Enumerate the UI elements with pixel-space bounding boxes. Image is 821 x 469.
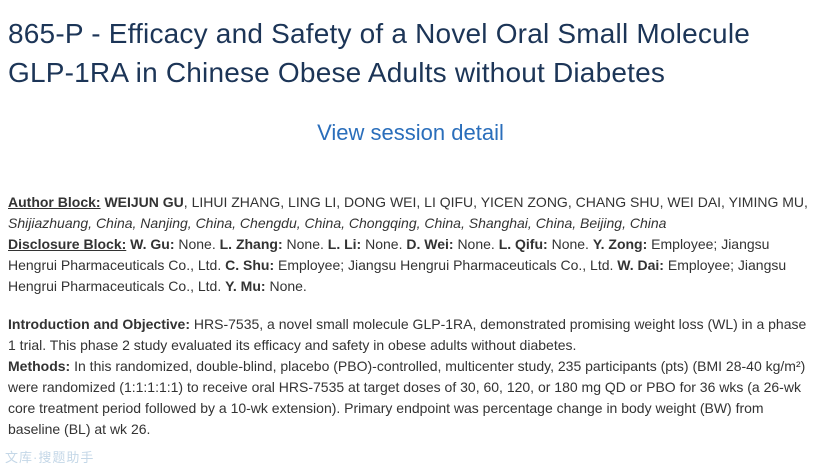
disclosure-name: W. Dai:: [617, 257, 664, 273]
disclosure-name: C. Shu:: [225, 257, 275, 273]
disclosure-value: None.: [457, 236, 495, 252]
abstract-content: Author Block: WEIJUN GU, LIHUI ZHANG, LI…: [8, 192, 813, 440]
section-introduction-text: HRS-7535, a novel small molecule GLP-1RA…: [8, 316, 807, 353]
disclosure-value: None.: [269, 278, 307, 294]
disclosure-name: L. Li:: [327, 236, 362, 252]
disclosure-name: W. Gu:: [130, 236, 175, 252]
disclosure-name: D. Wei:: [406, 236, 454, 252]
session-link-container: View session detail: [8, 120, 813, 146]
disclosure-value: None.: [365, 236, 403, 252]
section-methods-text: In this randomized, double-blind, placeb…: [8, 358, 806, 437]
author-block-label: Author Block:: [8, 194, 101, 210]
section-methods-label: Methods:: [8, 358, 71, 374]
disclosure-value: None.: [178, 236, 216, 252]
first-author: WEIJUN GU: [104, 194, 184, 210]
disclosure-value: Employee; Jiangsu Hengrui Pharmaceutical…: [8, 257, 787, 294]
disclosure-block-label: Disclosure Block:: [8, 236, 127, 252]
coauthors: , LIHUI ZHANG, LING LI, DONG WEI, LI QIF…: [183, 194, 808, 210]
view-session-detail-link[interactable]: View session detail: [317, 120, 504, 145]
disclosure-value: Employee; Jiangsu Hengrui Pharmaceutical…: [8, 236, 770, 273]
page-title: 865-P - Efficacy and Safety of a Novel O…: [8, 18, 751, 88]
author-block: Author Block: WEIJUN GU, LIHUI ZHANG, LI…: [8, 192, 813, 234]
disclosure-value: None.: [286, 236, 324, 252]
section-introduction-label: Introduction and Objective:: [8, 316, 191, 332]
disclosure-name: L. Qifu:: [498, 236, 548, 252]
disclosure-value: Employee; Jiangsu Hengrui Pharmaceutical…: [278, 257, 614, 273]
disclosure-value: None.: [551, 236, 589, 252]
disclosure-name: L. Zhang:: [219, 236, 283, 252]
disclosure-name: Y. Zong:: [592, 236, 648, 252]
disclosure-block: Disclosure Block: W. Gu: None. L. Zhang:…: [8, 234, 813, 297]
disclosure-name: Y. Mu:: [225, 278, 266, 294]
affiliations: Shijiazhuang, China, Nanjing, China, Che…: [8, 215, 667, 231]
section-methods: Methods: In this randomized, double-blin…: [8, 356, 813, 440]
section-introduction: Introduction and Objective: HRS-7535, a …: [8, 314, 813, 356]
